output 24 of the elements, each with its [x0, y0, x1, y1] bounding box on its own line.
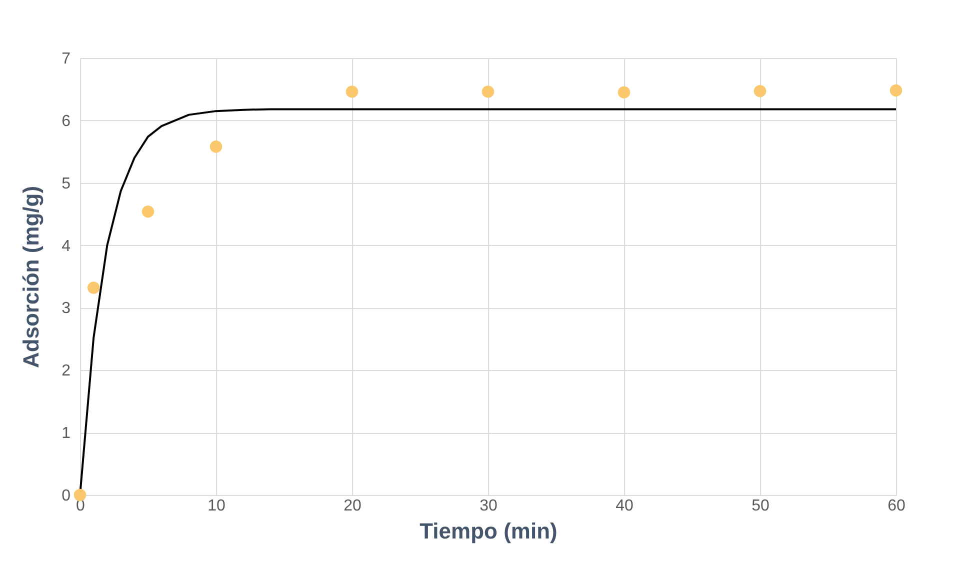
y-tick-label: 7 — [62, 50, 71, 68]
y-tick-label: 5 — [62, 175, 71, 192]
point — [890, 84, 902, 97]
point — [142, 205, 154, 218]
x-tick-label: 20 — [344, 498, 362, 514]
point — [346, 86, 358, 98]
point — [754, 84, 766, 98]
x-axis-title: Tiempo (min) — [420, 518, 558, 544]
y-tick-label: 6 — [62, 112, 71, 130]
point — [618, 86, 630, 98]
y-axis-title: Adsorción (mg/g) — [18, 186, 44, 368]
x-tick-label: 30 — [480, 498, 498, 514]
y-tick-label: 1 — [62, 425, 71, 442]
point — [482, 86, 494, 98]
point — [74, 488, 86, 502]
x-tick-label: 60 — [888, 498, 906, 514]
x-tick-label: 10 — [208, 498, 226, 514]
point — [87, 282, 100, 294]
point — [210, 140, 222, 153]
x-tick-label: 50 — [752, 498, 770, 514]
y-tick-label: 2 — [62, 362, 71, 380]
x-tick-label: 40 — [616, 498, 634, 514]
y-tick-label: 4 — [62, 238, 71, 255]
y-tick-label: 3 — [62, 300, 71, 318]
